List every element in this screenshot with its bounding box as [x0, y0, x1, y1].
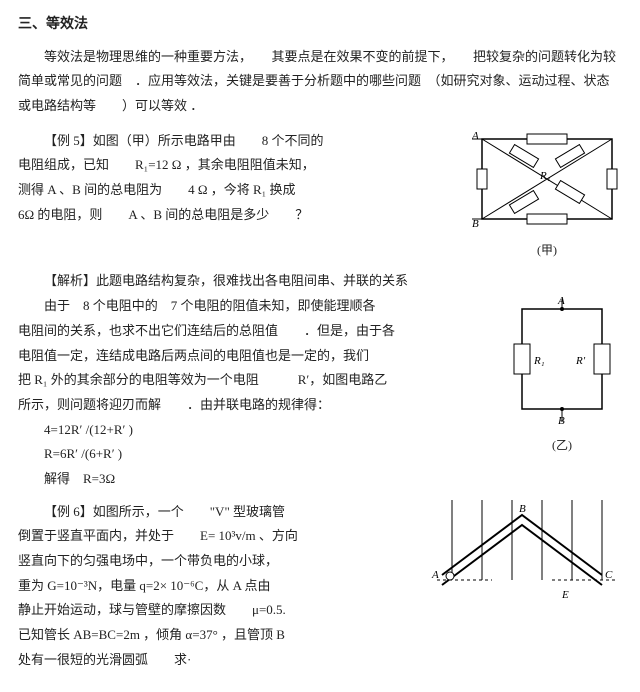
equation: R=6R′ /(6+R′ )	[44, 442, 492, 467]
example-6-text: 【例 6】如图所示，一个 "V" 型玻璃管 倒置于竖直平面内，并处于 E= 10…	[18, 500, 412, 673]
section-title: 三、等效法	[18, 12, 622, 39]
ex6-line: 倒置于竖直平面内，并处于 E= 10³v/m 、方向	[18, 524, 412, 549]
figure-jia: R₁ A B (甲)	[472, 129, 622, 262]
r1-label: R₁	[533, 355, 545, 367]
ex6-line: 静止开始运动，球与管壁的摩擦因数 μ=0.5.	[18, 598, 412, 623]
ex6-line: 竖直向下的匀强电场中，一个带负电的小球，	[18, 549, 412, 574]
ex6-line: 已知管长 AB=BC=2m ，倾角 α=37° ，且管顶 B	[18, 623, 412, 648]
rprime-label: R′	[575, 355, 586, 367]
analysis-text: 由于 8 个电阻中的 7 个电阻的阻值未知，即使能理顺各 电阻间的关系，也求不出…	[18, 294, 492, 492]
example-6-block: 【例 6】如图所示，一个 "V" 型玻璃管 倒置于竖直平面内，并处于 E= 10…	[18, 500, 622, 673]
node-b-label: B	[472, 218, 479, 230]
node-a-label: A	[431, 569, 439, 581]
node-b-label: B	[519, 503, 526, 515]
analysis-line: 把 R₁ 外的其余部分的电阻等效为一个电阻 R′，如图电路乙	[18, 368, 492, 393]
example-5-text: 【例 5】如图（甲）所示电路甲由 8 个不同的 电阻组成，已知 R₁=12 Ω …	[18, 129, 462, 262]
ex5-line: 电阻组成，已知 R₁=12 Ω ，其余电阻阻值未知，	[18, 153, 462, 178]
node-a-label: A	[557, 295, 565, 307]
equation: 4=12R′ /(12+R′ )	[44, 418, 492, 443]
analysis-line: 所示，则问题将迎刃而解 ．由并联电路的规律得：	[18, 393, 492, 418]
figure-yi-label: (乙)	[502, 434, 622, 457]
node-a-label: A	[472, 130, 479, 142]
ex6-line: 重为 G=10⁻³N，电量 q=2× 10⁻⁶C，从 A 点由	[18, 574, 412, 599]
ex6-line: 【例 6】如图所示，一个 "V" 型玻璃管	[18, 500, 412, 525]
figure-yi: R₁ R′ A B (乙)	[502, 294, 622, 492]
analysis-head: 【解析】此题电路结构复杂，很难找出各电阻间串、并联的关系	[18, 269, 622, 294]
ex5-line: 【例 5】如图（甲）所示电路甲由 8 个不同的	[18, 129, 462, 154]
figure-v-tube: A B C E	[422, 500, 622, 673]
analysis-line: 电阻间的关系，也求不出它们连结后的总阻值 ．但是，由于各	[18, 319, 492, 344]
example-5-block: 【例 5】如图（甲）所示电路甲由 8 个不同的 电阻组成，已知 R₁=12 Ω …	[18, 129, 622, 262]
ex5-line: 测得 A 、B 间的总电阻为 4 Ω ，今将 R₁ 换成	[18, 178, 462, 203]
figure-jia-label: (甲)	[472, 239, 622, 262]
node-c-label: C	[605, 569, 613, 581]
ex5-line: 6Ω 的电阻，则 A 、B 间的总电阻是多少 ？	[18, 203, 462, 228]
equation-result: 解得 R=3Ω	[44, 467, 492, 492]
analysis-block: 由于 8 个电阻中的 7 个电阻的阻值未知，即使能理顺各 电阻间的关系，也求不出…	[18, 294, 622, 492]
analysis-line: 由于 8 个电阻中的 7 个电阻的阻值未知，即使能理顺各	[18, 294, 492, 319]
e-label: E	[561, 589, 569, 600]
analysis-line: 电阻值一定，连结成电路后两点间的电阻值也是一定的，我们	[18, 344, 492, 369]
ex6-line: 处有一很短的光滑圆弧 求·	[18, 648, 412, 673]
intro-paragraph: 等效法是物理思维的一种重要方法， 其要点是在效果不变的前提下， 把较复杂的问题转…	[18, 45, 622, 119]
r1-label: R₁	[539, 170, 551, 182]
